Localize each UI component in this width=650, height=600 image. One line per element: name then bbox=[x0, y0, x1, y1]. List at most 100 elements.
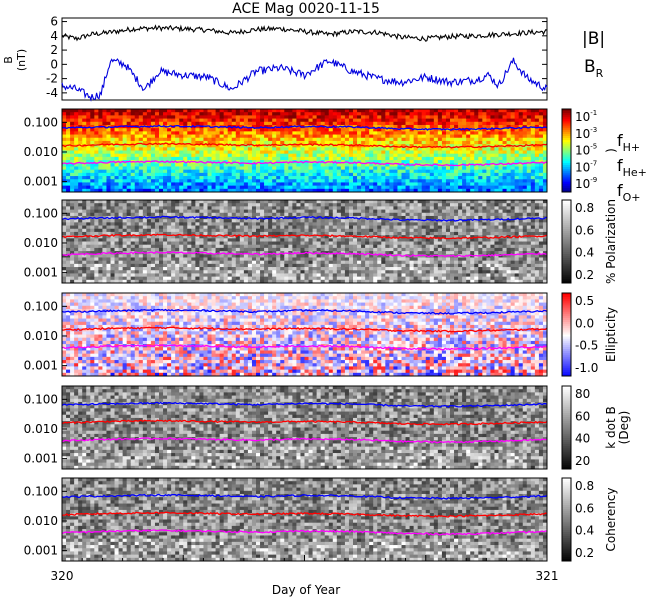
spectrogram-cell bbox=[239, 222, 245, 226]
spectrogram-cell bbox=[150, 140, 156, 145]
spectrogram-cell bbox=[498, 140, 503, 145]
spectrogram-cell bbox=[421, 160, 427, 164]
spectrogram-cell bbox=[231, 228, 237, 233]
spectrogram-cell bbox=[437, 147, 443, 151]
spectrogram-cell bbox=[251, 203, 257, 207]
spectrogram-cell bbox=[324, 131, 330, 135]
spectrogram-cell bbox=[231, 109, 237, 113]
spectrogram-cell bbox=[429, 156, 435, 161]
spectrogram-cell bbox=[98, 134, 103, 139]
spectrogram-cell bbox=[70, 235, 75, 239]
spectrogram-cell bbox=[130, 172, 136, 177]
spectrogram-cell bbox=[361, 134, 366, 139]
spectrogram-cell bbox=[179, 206, 184, 210]
spectrogram-cell bbox=[324, 185, 330, 190]
spectrogram-cell bbox=[239, 134, 245, 139]
spectrogram-cell bbox=[179, 182, 184, 187]
spectrogram-cell bbox=[62, 263, 67, 268]
spectrogram-cell bbox=[365, 118, 370, 123]
spectrogram-cell bbox=[292, 156, 297, 161]
spectrogram-cell bbox=[494, 169, 499, 174]
spectrogram-cell bbox=[433, 176, 439, 180]
spectrogram-cell bbox=[231, 150, 237, 155]
spectrogram-cell bbox=[320, 134, 326, 139]
spectrogram-cell bbox=[332, 257, 338, 262]
spectrogram-cell bbox=[150, 185, 156, 190]
spectrogram-cell bbox=[187, 163, 192, 167]
spectrogram-cell bbox=[223, 188, 229, 193]
spectrogram-cell bbox=[264, 263, 269, 268]
spectrogram-cell bbox=[251, 279, 257, 284]
spectrogram-cell bbox=[276, 279, 281, 284]
spectrogram-cell bbox=[304, 179, 309, 183]
spectrogram-cell bbox=[106, 276, 111, 281]
spectrogram-cell bbox=[377, 147, 382, 151]
spectrogram-cell bbox=[215, 188, 221, 193]
spectrogram-cell bbox=[312, 153, 318, 158]
spectrogram-cell bbox=[365, 115, 370, 119]
spectrogram-cell bbox=[308, 235, 313, 239]
spectrogram-cell bbox=[179, 212, 184, 217]
spectrogram-cell bbox=[450, 147, 455, 151]
spectrogram-cell bbox=[288, 279, 293, 284]
spectrogram-cell bbox=[114, 235, 119, 239]
spectrogram-cell bbox=[66, 212, 71, 217]
spectrogram-cell bbox=[348, 172, 354, 177]
spectrogram-cell bbox=[183, 147, 188, 151]
spectrogram-cell bbox=[381, 188, 386, 193]
spectrogram-cell bbox=[272, 109, 277, 113]
spectrogram-cell bbox=[304, 206, 309, 210]
spectrogram-cell bbox=[219, 225, 225, 230]
spectrogram-cell bbox=[332, 267, 338, 271]
spectrogram-cell bbox=[215, 206, 221, 210]
spectrogram-cell bbox=[498, 179, 503, 183]
spectrogram-cell bbox=[425, 150, 431, 155]
spectrogram-cell bbox=[247, 254, 253, 258]
spectrogram-cell bbox=[82, 128, 87, 132]
spectrogram-cell bbox=[304, 231, 309, 236]
spectrogram-cell bbox=[243, 200, 249, 204]
spectrogram-cell bbox=[268, 150, 273, 155]
spectrogram-cell bbox=[243, 147, 249, 151]
spectrogram-cell bbox=[159, 140, 164, 145]
spectrogram-cell bbox=[183, 156, 188, 161]
spectrogram-cell bbox=[183, 209, 188, 214]
spectrogram-cell bbox=[357, 150, 362, 155]
spectrogram-cell bbox=[118, 112, 124, 116]
spectrogram-cell bbox=[154, 276, 160, 281]
spectrogram-cell bbox=[377, 150, 382, 155]
spectrogram-cell bbox=[126, 166, 132, 171]
spectrogram-cell bbox=[316, 228, 322, 233]
spectrogram-cell bbox=[324, 134, 330, 139]
spectrogram-cell bbox=[312, 172, 318, 177]
spectrogram-cell bbox=[78, 209, 83, 214]
spectrogram-cell bbox=[308, 222, 313, 226]
spectrogram-cell bbox=[328, 153, 334, 158]
spectrogram-cell bbox=[470, 121, 475, 126]
spectrogram-cell bbox=[235, 121, 241, 126]
spectrogram-cell bbox=[215, 228, 221, 233]
spectrogram-cell bbox=[122, 169, 128, 174]
spectrogram-cell bbox=[300, 254, 305, 258]
spectrogram-cell bbox=[510, 156, 516, 161]
spectrogram-cell bbox=[231, 128, 237, 132]
spectrogram-cell bbox=[304, 172, 309, 177]
spectrogram-cell bbox=[146, 153, 152, 158]
spectrogram-cell bbox=[494, 176, 499, 180]
spectrogram-cell bbox=[118, 137, 124, 142]
spectrogram-cell bbox=[86, 176, 91, 180]
spectrogram-cell bbox=[332, 206, 338, 210]
spectrogram-cell bbox=[413, 172, 419, 177]
spectrogram-cell bbox=[126, 222, 132, 226]
spectrogram-cell bbox=[199, 137, 204, 142]
spectrogram-cell bbox=[478, 176, 483, 180]
spectrogram-cell bbox=[381, 134, 386, 139]
spectrogram-cell bbox=[154, 188, 160, 193]
spectrogram-cell bbox=[292, 257, 297, 262]
spectrogram-cell bbox=[183, 235, 188, 239]
spectrogram-cell bbox=[98, 238, 103, 242]
spectrogram-cell bbox=[98, 128, 103, 132]
spectrogram-cell bbox=[74, 231, 79, 236]
spectrogram-cell bbox=[340, 121, 346, 126]
spectrogram-cell bbox=[86, 172, 91, 177]
